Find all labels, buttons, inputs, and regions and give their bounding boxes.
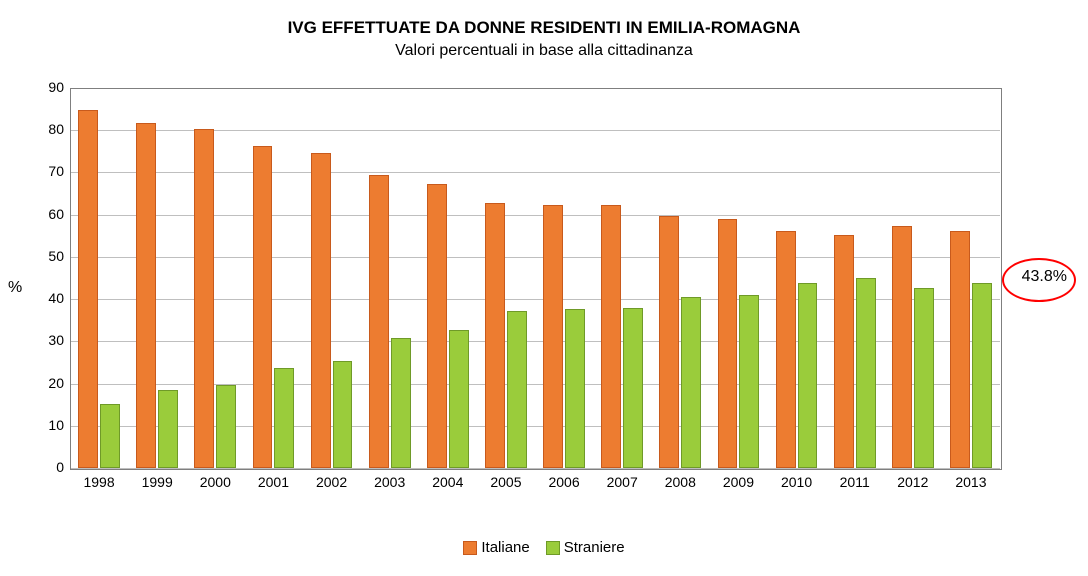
bar bbox=[194, 129, 214, 468]
bar bbox=[78, 110, 98, 468]
bar bbox=[565, 309, 585, 468]
x-tick-label: 2000 bbox=[186, 474, 244, 490]
bar bbox=[892, 226, 912, 468]
legend-label: Italiane bbox=[481, 539, 529, 556]
x-tick-label: 2001 bbox=[244, 474, 302, 490]
y-tick-label: 90 bbox=[36, 79, 64, 95]
x-tick-label: 2007 bbox=[593, 474, 651, 490]
bar bbox=[659, 216, 679, 468]
bar bbox=[681, 297, 701, 468]
y-tick-label: 50 bbox=[36, 248, 64, 264]
y-tick-label: 30 bbox=[36, 332, 64, 348]
legend-item: Italiane bbox=[463, 539, 529, 556]
bar bbox=[333, 361, 353, 468]
legend-swatch bbox=[463, 541, 477, 555]
x-tick-label: 1998 bbox=[70, 474, 128, 490]
bar bbox=[485, 203, 505, 468]
annotation-label: 43.8% bbox=[1022, 268, 1067, 286]
x-tick-label: 2003 bbox=[361, 474, 419, 490]
bar bbox=[274, 368, 294, 468]
bar bbox=[623, 308, 643, 468]
bar bbox=[718, 219, 738, 468]
bar bbox=[914, 288, 934, 468]
bar bbox=[798, 283, 818, 468]
bar bbox=[311, 153, 331, 468]
chart-title: IVG EFFETTUATE DA DONNE RESIDENTI IN EMI… bbox=[0, 18, 1088, 38]
plot-area bbox=[70, 88, 1000, 468]
legend-swatch bbox=[546, 541, 560, 555]
bar bbox=[136, 123, 156, 468]
y-tick-label: 20 bbox=[36, 375, 64, 391]
x-tick-label: 2006 bbox=[535, 474, 593, 490]
y-tick-label: 60 bbox=[36, 206, 64, 222]
legend-item: Straniere bbox=[546, 539, 625, 556]
x-tick-label: 2009 bbox=[709, 474, 767, 490]
bar bbox=[507, 311, 527, 468]
bar bbox=[739, 295, 759, 468]
bar bbox=[972, 283, 992, 468]
x-tick-label: 2008 bbox=[651, 474, 709, 490]
x-tick-label: 2010 bbox=[768, 474, 826, 490]
y-tick-label: 40 bbox=[36, 290, 64, 306]
x-tick-label: 2002 bbox=[303, 474, 361, 490]
bar bbox=[158, 390, 178, 468]
y-axis-label: % bbox=[8, 279, 22, 297]
x-tick-label: 2013 bbox=[942, 474, 1000, 490]
grid-line bbox=[70, 468, 1000, 469]
bar bbox=[449, 330, 469, 468]
bar bbox=[856, 278, 876, 468]
bar bbox=[543, 205, 563, 468]
bar bbox=[834, 235, 854, 468]
grid-line bbox=[70, 88, 1000, 89]
y-tick-label: 70 bbox=[36, 163, 64, 179]
legend: Italiane Straniere bbox=[0, 539, 1088, 556]
bar bbox=[369, 175, 389, 468]
bar bbox=[216, 385, 236, 468]
x-tick-label: 2004 bbox=[419, 474, 477, 490]
x-tick-label: 2012 bbox=[884, 474, 942, 490]
legend-label: Straniere bbox=[564, 539, 625, 556]
bar bbox=[253, 146, 273, 468]
bar bbox=[391, 338, 411, 468]
x-tick-label: 2011 bbox=[826, 474, 884, 490]
bar bbox=[427, 184, 447, 468]
y-tick-label: 0 bbox=[36, 459, 64, 475]
bar bbox=[100, 404, 120, 468]
y-tick-label: 80 bbox=[36, 121, 64, 137]
y-tick-label: 10 bbox=[36, 417, 64, 433]
chart-container: IVG EFFETTUATE DA DONNE RESIDENTI IN EMI… bbox=[0, 0, 1088, 576]
x-tick-label: 2005 bbox=[477, 474, 535, 490]
bar bbox=[776, 231, 796, 468]
bar bbox=[601, 205, 621, 468]
x-tick-label: 1999 bbox=[128, 474, 186, 490]
bar bbox=[950, 231, 970, 468]
chart-subtitle: Valori percentuali in base alla cittadin… bbox=[0, 42, 1088, 60]
